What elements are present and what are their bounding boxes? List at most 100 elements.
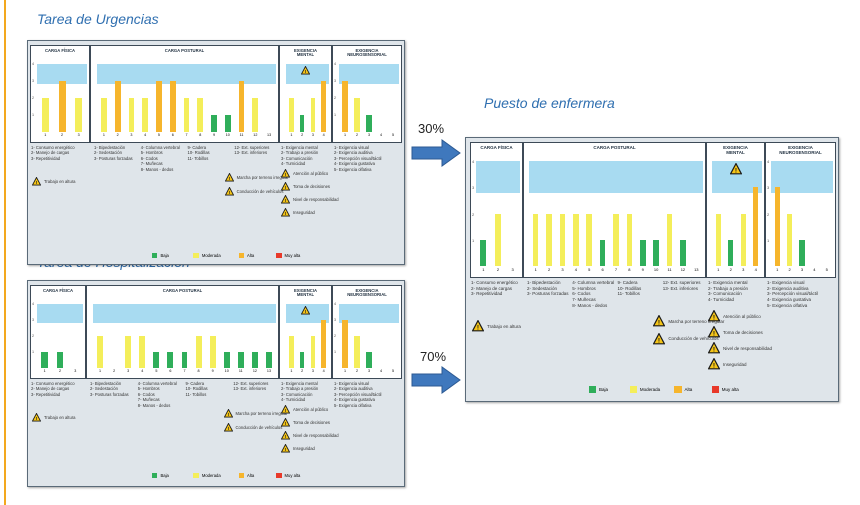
risk-factor-label: Toma de decisiones bbox=[293, 184, 331, 190]
svg-text:!: ! bbox=[658, 337, 660, 344]
section-title-line: EXIGENCIA bbox=[355, 48, 379, 53]
list-item: 3- Repetitividad bbox=[31, 155, 61, 161]
list-postural-col-3: 9- Cadera 10- Rodillas 11- Tobillos bbox=[618, 280, 642, 297]
warning-icon: ! bbox=[281, 195, 290, 204]
bar-neuro-3 bbox=[366, 352, 372, 368]
list-item: 10- Rodillas bbox=[185, 386, 208, 392]
legend-item-alta: Alta bbox=[238, 253, 254, 259]
x-tick-label: 1 bbox=[99, 369, 102, 373]
list-item: 8- Manos - dedos bbox=[137, 402, 171, 408]
warning-icon: ! bbox=[472, 320, 484, 332]
list-item: 11- Tobillos bbox=[187, 155, 209, 161]
list-item: 4- Turnicidad bbox=[281, 397, 306, 403]
list-postural-col-2: 4- Columna vertebral 5- Hombros 6- Codos 7-… bbox=[138, 381, 177, 408]
bar-postural-12 bbox=[251, 352, 258, 368]
reference-band bbox=[529, 161, 703, 193]
legend-item-baja: Baja bbox=[152, 253, 169, 259]
x-tick-label: 1 bbox=[343, 133, 347, 137]
svg-text:!: ! bbox=[228, 191, 230, 197]
reference-band bbox=[339, 64, 399, 84]
y-tick-label: 4 bbox=[334, 302, 337, 306]
list-mental: 1- Exigencia mental 2- Trabajo a presión 3… bbox=[708, 280, 748, 303]
y-tick-label: 2 bbox=[334, 334, 337, 338]
svg-text:!: ! bbox=[713, 363, 715, 370]
bar-postural-4 bbox=[139, 336, 146, 368]
y-tick-label: 1 bbox=[472, 237, 475, 243]
y-tick-label: 3 bbox=[32, 79, 35, 83]
bar-postural-8 bbox=[626, 213, 633, 266]
list-item: 6- Codos bbox=[140, 155, 158, 161]
bar-postural-12 bbox=[252, 98, 259, 132]
bar-postural-6 bbox=[599, 239, 606, 266]
list-item: 12- Ext. superiores bbox=[233, 381, 269, 386]
reference-band bbox=[339, 304, 399, 323]
x-tick-label: 1 bbox=[290, 369, 293, 373]
bar-mental-1 bbox=[715, 213, 721, 266]
x-tick-label: 4 bbox=[144, 133, 147, 137]
legend-item-muy_alta: Muy alta bbox=[276, 253, 301, 259]
list-item: 4- Turnicidad bbox=[708, 297, 735, 303]
bar-neuro-2 bbox=[354, 336, 360, 368]
x-tick-label: 2 bbox=[116, 133, 119, 137]
warning-icon: ! bbox=[653, 315, 666, 327]
section-neuro: EXIGENCIA NEUROSENSORIAL 1 2 3 4 1 2 3 4 5 bbox=[332, 45, 402, 143]
legend-swatch bbox=[193, 253, 199, 259]
section-neuro: EXIGENCIA NEUROSENSORIAL 1 2 3 4 1 2 3 4 5 bbox=[332, 285, 402, 379]
list-item: 2- Sedestación bbox=[527, 285, 558, 291]
bar-postural-10 bbox=[223, 352, 230, 368]
list-item: 9- Cadera bbox=[185, 381, 205, 386]
bar-mental-4 bbox=[321, 320, 326, 368]
bar-postural-12 bbox=[680, 239, 686, 266]
bar-postural-7 bbox=[183, 98, 190, 132]
list-item: 7- Muñecas bbox=[140, 161, 163, 167]
list-item: 3- Percepción visual/táctil bbox=[334, 155, 382, 161]
risk-factor: ! Conducción de vehículos bbox=[223, 423, 282, 432]
bar-mental-2 bbox=[299, 115, 305, 132]
section-mental: EXIGENCIA MENTAL! 1 2 3 4 bbox=[279, 45, 332, 143]
bar-postural-7 bbox=[613, 213, 619, 266]
x-tick-label: 8 bbox=[628, 267, 631, 272]
list-item: 5- Hombros bbox=[137, 386, 160, 392]
legend-swatch bbox=[276, 253, 282, 259]
x-tick-label: 4 bbox=[379, 133, 383, 137]
x-tick-label: 11 bbox=[239, 133, 244, 137]
legend-swatch bbox=[711, 386, 719, 394]
x-tick-label: 10 bbox=[653, 267, 659, 272]
list-item: 5- Exigencia olfativa bbox=[767, 302, 808, 308]
list-item: 1- Exigencia mental bbox=[281, 381, 318, 386]
list-item: 2- Trabajo a presión bbox=[281, 386, 319, 392]
x-tick-label: 1 bbox=[290, 133, 293, 137]
list-item: 1- Exigencia visual bbox=[767, 280, 805, 285]
list-item: 1- Exigencia mental bbox=[708, 280, 748, 285]
list-item: 9- Cadera bbox=[617, 280, 638, 285]
bar-postural-1 bbox=[532, 213, 539, 266]
warning-icon: ! bbox=[32, 413, 41, 422]
risk-factor-label: Marcha por terreno irregular bbox=[235, 411, 288, 417]
section-title-line: MENTAL bbox=[726, 149, 745, 155]
svg-text:!: ! bbox=[285, 211, 287, 217]
section-title-line: MENTAL bbox=[296, 52, 315, 58]
bar-fisica-1 bbox=[41, 352, 48, 368]
x-tick-label: 3 bbox=[561, 267, 564, 272]
section-title-line: EXIGENCIA bbox=[355, 288, 379, 293]
legend-label: Muy alta bbox=[284, 473, 301, 479]
bar-fisica-2 bbox=[58, 81, 66, 132]
risk-factor-label: Inseguridad bbox=[293, 210, 315, 216]
risk-factor: ! Trabajo en altura bbox=[472, 320, 521, 332]
list-item: 2- Manejo de cargas bbox=[471, 285, 513, 291]
x-tick-label: 13 bbox=[266, 369, 272, 373]
list-item: 3- Comunicación bbox=[281, 391, 313, 397]
svg-text:!: ! bbox=[228, 176, 230, 182]
list-item: 3- Percepción visual/táctil bbox=[767, 291, 819, 297]
y-tick-label: 2 bbox=[767, 211, 770, 217]
legend-item-moderada: Moderada bbox=[193, 473, 221, 479]
x-tick-label: 12 bbox=[680, 267, 686, 272]
bar-postural-3 bbox=[128, 98, 135, 132]
legend-label: Muy alta bbox=[284, 253, 301, 259]
x-tick-label: 2 bbox=[113, 369, 116, 373]
x-tick-label: 4 bbox=[813, 267, 816, 272]
plot-area-postural bbox=[97, 64, 276, 132]
y-tick-label: 1 bbox=[334, 113, 337, 117]
list-item: 13- Ext. inferiores bbox=[234, 150, 268, 156]
x-tick-label: 10 bbox=[225, 133, 230, 137]
